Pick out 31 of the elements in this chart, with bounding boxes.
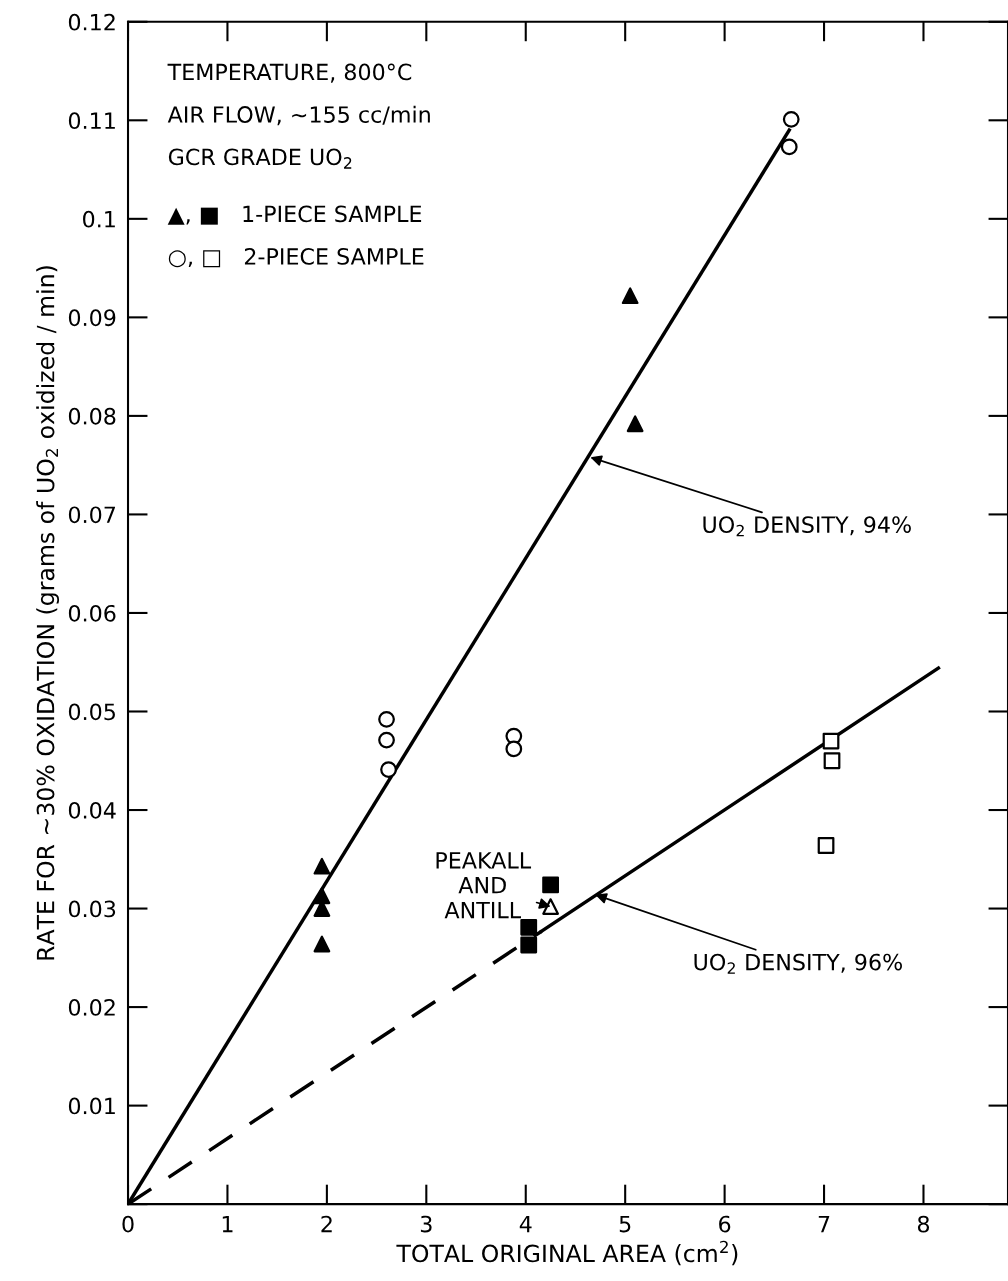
x-tick-label: 5 [619,1215,631,1233]
y-tick-label: 0.04 [68,801,116,819]
x-tick-label: 3 [420,1215,432,1233]
y-tick-label: 0.06 [68,604,116,622]
y-tick-label: 0.1 [83,210,115,228]
annotation: PEAKALL AND ANTILL [436,852,532,919]
annotation: AIR FLOW, ∼155 cc/min [167,105,430,126]
y-tick-label: 0.03 [68,900,116,918]
y-tick-label: 0.09 [68,309,116,327]
annotation: ○, □ 2-PIECE SAMPLE [168,248,424,268]
y-tick-label: 0.08 [68,407,116,425]
x-axis-title: TOTAL ORIGINAL AREA (cm$^{2}$) [396,1240,738,1266]
annotation: ▲, ■ 1-PIECE SAMPLE [167,205,422,225]
x-tick-label: 1 [222,1215,233,1233]
annotation: UO$_{2}$ DENSITY, 94% [703,516,911,537]
x-tick-label: 2 [321,1215,332,1233]
x-tick-label: 6 [719,1215,731,1233]
annotation: GCR GRADE UO$_{2}$ [168,148,352,169]
y-tick-label: 0.01 [68,1097,115,1115]
y-tick-label: 0.05 [68,703,115,721]
x-tick-label: 4 [519,1215,532,1233]
x-tick-label: 7 [818,1215,830,1233]
y-tick-label: 0.07 [68,506,116,524]
x-tick-label: 0 [122,1215,134,1233]
y-tick-label: 0.12 [68,13,115,31]
annotation: TEMPERATURE, 800°C [167,63,412,83]
annotation: UO$_{2}$ DENSITY, 96% [694,953,902,974]
y-tick-label: 0.02 [68,999,115,1016]
x-tick-label: 8 [917,1215,930,1233]
y-axis-title: RATE FOR ∼30% OXIDATION (grams of UO$_{2}$ oxidized / min) [36,266,60,960]
y-tick-label: 0.11 [68,112,115,130]
